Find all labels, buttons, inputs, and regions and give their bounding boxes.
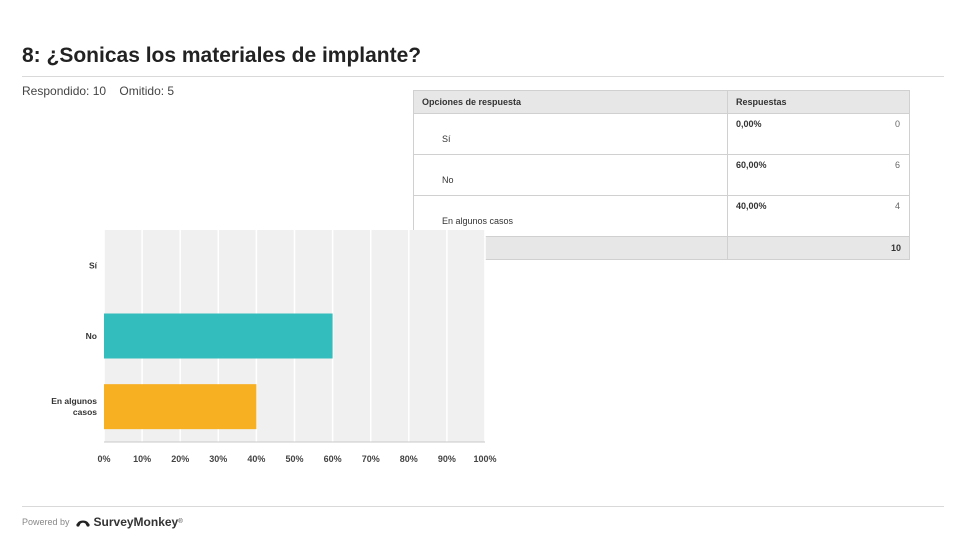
response-cell: 60,00% 6 (727, 154, 910, 196)
response-cell: 0,00% 0 (727, 113, 910, 155)
x-tick-label: 10% (133, 454, 151, 464)
table-header-row: Opciones de respuesta Respuestas (413, 90, 910, 114)
footer: Powered by SurveyMonkey ® (22, 515, 183, 529)
x-tick-label: 20% (171, 454, 189, 464)
x-tick-label: 80% (400, 454, 418, 464)
response-table: Opciones de respuesta Respuestas Sí 0,00… (413, 90, 910, 260)
answered-count: Respondido: 10 (22, 84, 107, 98)
x-tick-label: 50% (285, 454, 303, 464)
header-divider (22, 76, 944, 77)
x-tick-label: 0% (97, 454, 110, 464)
x-tick-label: 90% (438, 454, 456, 464)
header-options: Opciones de respuesta (413, 90, 728, 114)
brand-name: SurveyMonkey (93, 515, 179, 529)
response-summary: Respondido: 10 Omitido: 5 (22, 84, 184, 98)
x-tick-label: 100% (473, 454, 496, 464)
skipped-count: Omitido: 5 (119, 84, 175, 98)
powered-by-label: Powered by (22, 517, 70, 527)
x-tick-label: 30% (209, 454, 227, 464)
x-tick-label: 60% (324, 454, 342, 464)
response-count: 4 (894, 201, 900, 211)
table-row: Sí 0,00% 0 (413, 113, 910, 155)
table-row: No 60,00% 6 (413, 154, 910, 196)
brand-mark: ® (178, 519, 183, 525)
monkey-logo-icon (75, 520, 90, 527)
category-label: No (86, 331, 97, 341)
question-title: 8: ¿Sonicas los materiales de implante? (22, 44, 422, 67)
option-label: No (413, 154, 728, 196)
bar-2 (104, 313, 333, 359)
header-responses: Respuestas (727, 90, 910, 114)
total-value: 10 (727, 236, 910, 260)
response-count: 6 (894, 160, 900, 170)
table-row: En algunos casos 40,00% 4 (413, 195, 910, 237)
surveymonkey-logo: SurveyMonkey ® (75, 515, 183, 529)
response-cell: 40,00% 4 (727, 195, 910, 237)
category-label: En algunos casos (51, 396, 97, 417)
response-percent: 0,00% (736, 119, 762, 129)
bar-3 (104, 384, 257, 430)
footer-divider (22, 506, 944, 507)
response-count: 0 (894, 119, 900, 129)
response-percent: 60,00% (736, 160, 767, 170)
response-percent: 40,00% (736, 201, 767, 211)
x-tick-label: 70% (362, 454, 380, 464)
category-label: Sí (89, 260, 98, 270)
x-tick-label: 40% (247, 454, 265, 464)
